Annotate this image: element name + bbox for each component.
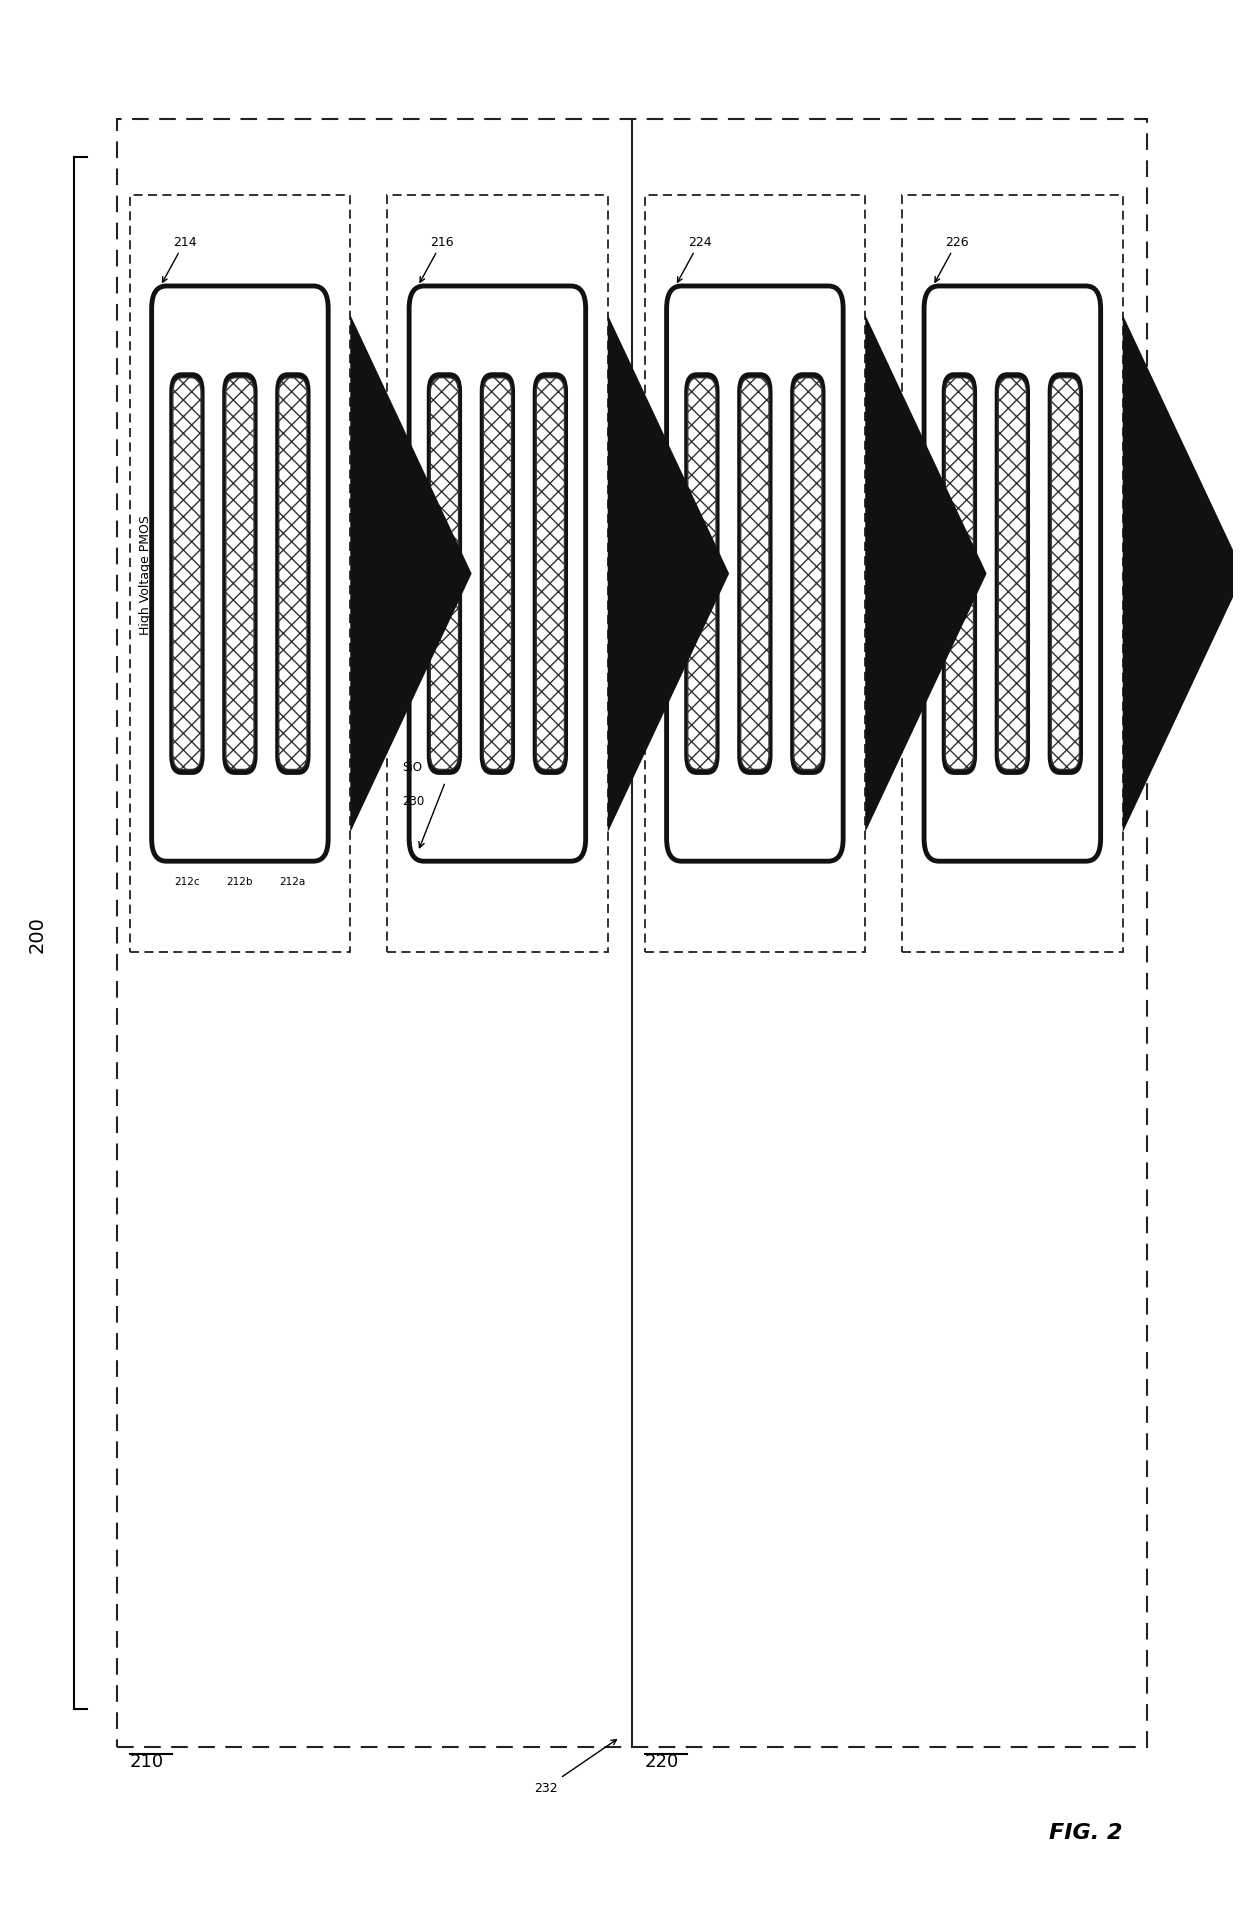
Text: 212c: 212c (174, 876, 200, 888)
FancyBboxPatch shape (533, 373, 568, 775)
Bar (901, 196, 1122, 953)
FancyBboxPatch shape (794, 379, 822, 770)
FancyBboxPatch shape (226, 379, 254, 770)
FancyBboxPatch shape (430, 379, 459, 770)
Text: 212b: 212b (227, 876, 253, 888)
FancyBboxPatch shape (484, 379, 512, 770)
Text: 224: 224 (677, 236, 712, 284)
Text: 210: 210 (129, 1753, 164, 1770)
FancyBboxPatch shape (924, 288, 1101, 861)
Text: FIG. 2: FIG. 2 (1049, 1821, 1122, 1842)
Polygon shape (608, 316, 729, 832)
Text: 220: 220 (645, 1753, 678, 1770)
Text: 232: 232 (534, 1739, 616, 1795)
FancyBboxPatch shape (941, 373, 977, 775)
Text: High Voltage NMOS: High Voltage NMOS (396, 514, 409, 634)
Bar (387, 196, 608, 953)
Text: Low Voltage PMOS: Low Voltage PMOS (653, 516, 666, 632)
FancyBboxPatch shape (790, 373, 826, 775)
Bar (129, 196, 350, 953)
Text: 226: 226 (935, 236, 968, 284)
FancyBboxPatch shape (275, 373, 310, 775)
FancyBboxPatch shape (994, 373, 1030, 775)
FancyBboxPatch shape (738, 373, 773, 775)
Text: 216: 216 (420, 236, 454, 284)
Text: 230: 230 (403, 794, 425, 808)
FancyBboxPatch shape (684, 373, 719, 775)
Bar (118, 120, 1147, 1747)
FancyBboxPatch shape (170, 373, 205, 775)
Polygon shape (350, 316, 471, 832)
FancyBboxPatch shape (480, 373, 515, 775)
Text: 200: 200 (29, 914, 47, 952)
FancyBboxPatch shape (279, 379, 308, 770)
Polygon shape (866, 316, 987, 832)
FancyBboxPatch shape (998, 379, 1027, 770)
FancyBboxPatch shape (1048, 373, 1083, 775)
FancyBboxPatch shape (536, 379, 564, 770)
Text: 212a: 212a (280, 876, 306, 888)
FancyBboxPatch shape (740, 379, 769, 770)
FancyBboxPatch shape (172, 379, 201, 770)
Text: High Voltage PMOS: High Voltage PMOS (139, 514, 151, 634)
Text: 214: 214 (162, 236, 197, 284)
Text: Low Voltage NMOS: Low Voltage NMOS (911, 516, 924, 632)
FancyBboxPatch shape (222, 373, 258, 775)
FancyBboxPatch shape (427, 373, 463, 775)
Text: SiO: SiO (403, 760, 423, 773)
Bar (645, 196, 866, 953)
FancyBboxPatch shape (1052, 379, 1080, 770)
FancyBboxPatch shape (945, 379, 973, 770)
Polygon shape (1122, 316, 1240, 832)
FancyBboxPatch shape (667, 288, 843, 861)
FancyBboxPatch shape (409, 288, 585, 861)
FancyBboxPatch shape (151, 288, 329, 861)
FancyBboxPatch shape (688, 379, 715, 770)
